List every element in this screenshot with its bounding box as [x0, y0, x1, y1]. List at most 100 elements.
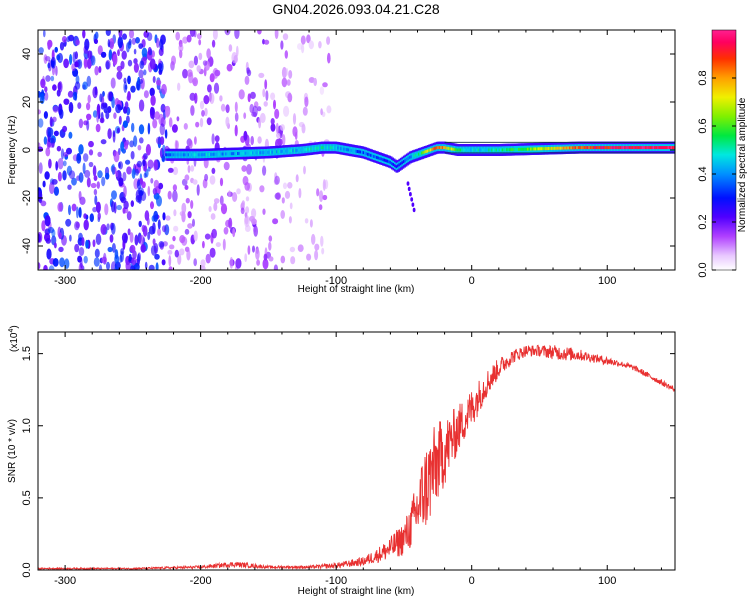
noise-blob	[270, 123, 276, 132]
noise-blob	[319, 190, 324, 203]
noise-blob	[83, 213, 87, 219]
noise-blob	[192, 218, 195, 227]
noise-blob	[326, 36, 331, 45]
noise-blob	[152, 118, 158, 129]
noise-blob	[161, 83, 167, 95]
snr-x-label: Height of straight line (km)	[298, 586, 415, 597]
noise-blob	[52, 258, 59, 267]
noise-blob	[314, 249, 319, 261]
noise-blob	[43, 111, 49, 119]
noise-blob	[289, 246, 296, 253]
signal-tail	[412, 207, 416, 213]
noise-blob	[236, 45, 239, 57]
y-tick-label: 1.0	[21, 418, 33, 433]
noise-blob	[243, 112, 247, 119]
noise-blob	[225, 104, 230, 114]
noise-blob	[96, 111, 99, 123]
noise-blob	[105, 61, 110, 70]
noise-blob	[189, 139, 193, 149]
noise-blob	[79, 257, 83, 269]
noise-blob	[154, 253, 160, 260]
noise-blob	[50, 56, 57, 69]
signal-tail	[409, 192, 412, 197]
noise-blob	[190, 165, 195, 172]
noise-blob	[143, 153, 148, 160]
noise-blob	[78, 172, 84, 183]
noise-blob	[102, 91, 105, 97]
noise-blob	[118, 161, 123, 170]
noise-blob	[281, 77, 288, 88]
noise-blob	[72, 91, 77, 101]
noise-blob	[104, 203, 109, 216]
noise-blob	[84, 169, 91, 178]
noise-blob	[281, 197, 285, 204]
noise-blob	[69, 234, 72, 242]
noise-blob	[124, 101, 129, 110]
noise-blob	[320, 235, 324, 247]
noise-blob	[111, 243, 116, 253]
noise-blob	[40, 200, 47, 207]
noise-blob	[119, 254, 123, 263]
noise-blob	[287, 182, 293, 189]
noise-blob	[192, 77, 198, 87]
noise-blob	[38, 162, 43, 174]
y-tick-label: 40	[21, 48, 33, 60]
noise-blob	[125, 159, 131, 165]
noise-blob	[219, 195, 224, 206]
noise-blob	[107, 91, 113, 102]
noise-blob	[289, 202, 293, 210]
noise-blob	[147, 185, 151, 197]
noise-blob	[58, 246, 64, 253]
noise-blob	[168, 254, 172, 267]
noise-blob	[257, 30, 262, 35]
noise-blob	[56, 145, 62, 152]
noise-blob	[55, 161, 59, 171]
y-tick-label: 1.5	[21, 346, 33, 361]
noise-blob	[57, 171, 62, 182]
noise-blob	[288, 70, 293, 79]
noise-blob	[53, 130, 59, 137]
noise-blob	[225, 116, 230, 128]
noise-blob	[69, 54, 73, 65]
noise-blob	[182, 36, 189, 44]
noise-blob	[128, 253, 132, 262]
noise-blob	[209, 247, 216, 258]
noise-blob	[47, 226, 55, 234]
signal-core	[509, 148, 513, 152]
noise-blob	[138, 79, 144, 84]
noise-blob	[152, 238, 156, 246]
noise-blob	[54, 46, 58, 53]
noise-blob	[62, 125, 68, 133]
noise-blob	[112, 131, 116, 143]
noise-blob	[106, 223, 110, 231]
noise-blob	[139, 60, 145, 69]
noise-blob	[272, 218, 279, 225]
noise-blob	[99, 117, 105, 124]
noise-blob	[280, 40, 284, 50]
noise-blob	[68, 102, 74, 114]
noise-blob	[44, 171, 50, 180]
figure-title: GN04.2026.093.04.21.C28	[272, 1, 440, 17]
noise-blob	[187, 211, 192, 219]
noise-blob	[253, 225, 258, 237]
noise-blob	[184, 228, 190, 235]
noise-blob	[187, 223, 193, 229]
noise-blob	[209, 92, 215, 105]
noise-blob	[320, 108, 323, 116]
noise-blob	[157, 219, 161, 230]
noise-blob	[142, 159, 146, 167]
noise-blob	[105, 30, 111, 36]
x-tick-label: -300	[54, 575, 76, 587]
noise-blob	[159, 123, 165, 136]
noise-blob	[136, 253, 141, 266]
noise-blob	[306, 253, 312, 261]
colorbar-tick-label: 0.8	[697, 70, 709, 85]
noise-blob	[47, 127, 54, 137]
noise-blob	[86, 75, 92, 87]
noise-blob	[162, 212, 166, 221]
noise-blob	[175, 140, 179, 150]
noise-blob	[93, 175, 98, 182]
noise-blob	[83, 219, 89, 231]
noise-blob	[270, 118, 275, 125]
noise-blob	[308, 40, 314, 50]
